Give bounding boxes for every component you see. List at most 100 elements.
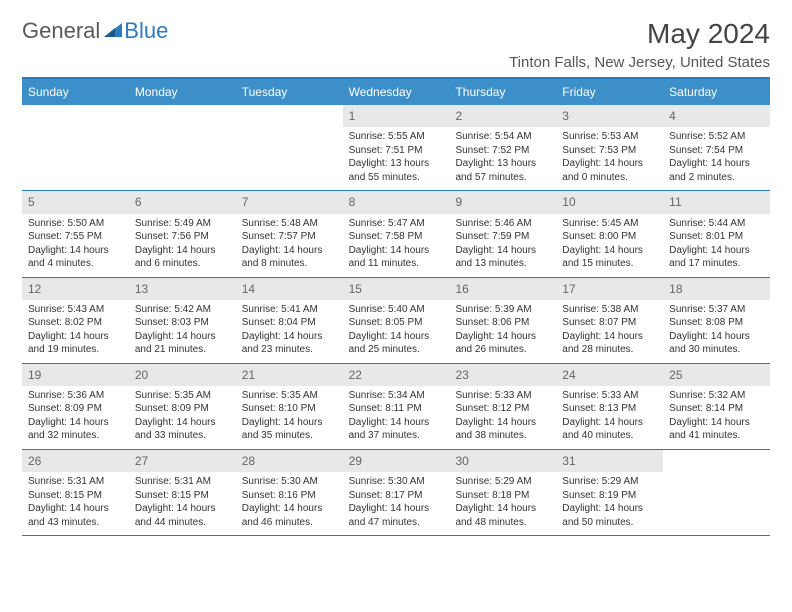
day-cell: 5Sunrise: 5:50 AMSunset: 7:55 PMDaylight…	[22, 191, 129, 276]
day-cell: 18Sunrise: 5:37 AMSunset: 8:08 PMDayligh…	[663, 278, 770, 363]
day-cell: 29Sunrise: 5:30 AMSunset: 8:17 PMDayligh…	[343, 450, 450, 535]
day-detail: Sunrise: 5:30 AMSunset: 8:17 PMDaylight:…	[343, 472, 450, 535]
day-number: 11	[663, 191, 770, 213]
sunset-text: Sunset: 8:15 PM	[135, 489, 230, 503]
sunset-text: Sunset: 8:08 PM	[669, 316, 764, 330]
day-cell: 1Sunrise: 5:55 AMSunset: 7:51 PMDaylight…	[343, 105, 450, 190]
day-detail: Sunrise: 5:35 AMSunset: 8:10 PMDaylight:…	[236, 386, 343, 449]
sunset-text: Sunset: 8:00 PM	[562, 230, 657, 244]
day-number: 30	[449, 450, 556, 472]
day-header: Wednesday	[343, 79, 450, 105]
sunrise-text: Sunrise: 5:53 AM	[562, 130, 657, 144]
day-number: 18	[663, 278, 770, 300]
sunset-text: Sunset: 8:12 PM	[455, 402, 550, 416]
day-cell: 23Sunrise: 5:33 AMSunset: 8:12 PMDayligh…	[449, 364, 556, 449]
sunset-text: Sunset: 8:03 PM	[135, 316, 230, 330]
daylight-text: Daylight: 14 hours and 6 minutes.	[135, 244, 230, 271]
daylight-text: Daylight: 14 hours and 48 minutes.	[455, 502, 550, 529]
day-number: 2	[449, 105, 556, 127]
sunset-text: Sunset: 7:59 PM	[455, 230, 550, 244]
sunset-text: Sunset: 7:58 PM	[349, 230, 444, 244]
sunset-text: Sunset: 7:57 PM	[242, 230, 337, 244]
day-number: 23	[449, 364, 556, 386]
sunrise-text: Sunrise: 5:36 AM	[28, 389, 123, 403]
sunrise-text: Sunrise: 5:29 AM	[562, 475, 657, 489]
day-cell: 30Sunrise: 5:29 AMSunset: 8:18 PMDayligh…	[449, 450, 556, 535]
day-number: 26	[22, 450, 129, 472]
day-detail: Sunrise: 5:47 AMSunset: 7:58 PMDaylight:…	[343, 214, 450, 277]
day-header: Friday	[556, 79, 663, 105]
day-number: 15	[343, 278, 450, 300]
daylight-text: Daylight: 14 hours and 21 minutes.	[135, 330, 230, 357]
sunset-text: Sunset: 8:07 PM	[562, 316, 657, 330]
daylight-text: Daylight: 14 hours and 4 minutes.	[28, 244, 123, 271]
day-header: Monday	[129, 79, 236, 105]
day-cell: 7Sunrise: 5:48 AMSunset: 7:57 PMDaylight…	[236, 191, 343, 276]
brand-name-2: Blue	[124, 18, 168, 44]
sunrise-text: Sunrise: 5:34 AM	[349, 389, 444, 403]
day-number: 19	[22, 364, 129, 386]
daylight-text: Daylight: 14 hours and 43 minutes.	[28, 502, 123, 529]
day-detail: Sunrise: 5:31 AMSunset: 8:15 PMDaylight:…	[129, 472, 236, 535]
day-cell: 28Sunrise: 5:30 AMSunset: 8:16 PMDayligh…	[236, 450, 343, 535]
day-header: Sunday	[22, 79, 129, 105]
sunrise-text: Sunrise: 5:35 AM	[135, 389, 230, 403]
day-detail: Sunrise: 5:34 AMSunset: 8:11 PMDaylight:…	[343, 386, 450, 449]
day-number: 9	[449, 191, 556, 213]
day-number: 12	[22, 278, 129, 300]
day-detail: Sunrise: 5:54 AMSunset: 7:52 PMDaylight:…	[449, 127, 556, 190]
page-header: General Blue May 2024 Tinton Falls, New …	[22, 18, 770, 71]
day-cell: 19 Sunrise: 5:36 AMSunset: 8:09 PMDayligh…	[22, 364, 129, 449]
day-cell: 16Sunrise: 5:39 AMSunset: 8:06 PMDayligh…	[449, 278, 556, 363]
day-number: 14	[236, 278, 343, 300]
daylight-text: Daylight: 14 hours and 2 minutes.	[669, 157, 764, 184]
day-number: 28	[236, 450, 343, 472]
daylight-text: Daylight: 14 hours and 47 minutes.	[349, 502, 444, 529]
sunset-text: Sunset: 8:19 PM	[562, 489, 657, 503]
daylight-text: Daylight: 14 hours and 46 minutes.	[242, 502, 337, 529]
day-cell	[236, 105, 343, 190]
sunrise-text: Sunrise: 5:31 AM	[28, 475, 123, 489]
day-number: 1	[343, 105, 450, 127]
day-number: 6	[129, 191, 236, 213]
day-cell: 14Sunrise: 5:41 AMSunset: 8:04 PMDayligh…	[236, 278, 343, 363]
day-detail: Sunrise: 5:43 AMSunset: 8:02 PMDaylight:…	[22, 300, 129, 363]
sunset-text: Sunset: 8:09 PM	[28, 402, 123, 416]
day-number: 21	[236, 364, 343, 386]
day-detail: Sunrise: 5:41 AMSunset: 8:04 PMDaylight:…	[236, 300, 343, 363]
daylight-text: Daylight: 14 hours and 41 minutes.	[669, 416, 764, 443]
daylight-text: Daylight: 14 hours and 25 minutes.	[349, 330, 444, 357]
day-cell: 6Sunrise: 5:49 AMSunset: 7:56 PMDaylight…	[129, 191, 236, 276]
day-number: 29	[343, 450, 450, 472]
sunrise-text: Sunrise: 5:41 AM	[242, 303, 337, 317]
day-cell	[129, 105, 236, 190]
day-number: 24	[556, 364, 663, 386]
sunset-text: Sunset: 8:10 PM	[242, 402, 337, 416]
logo-triangle-icon	[104, 23, 122, 37]
day-cell	[22, 105, 129, 190]
day-cell: 12Sunrise: 5:43 AMSunset: 8:02 PMDayligh…	[22, 278, 129, 363]
sunset-text: Sunset: 7:56 PM	[135, 230, 230, 244]
day-detail: Sunrise: 5:38 AMSunset: 8:07 PMDaylight:…	[556, 300, 663, 363]
brand-name-1: General	[22, 18, 100, 44]
day-number: 20	[129, 364, 236, 386]
daylight-text: Daylight: 14 hours and 37 minutes.	[349, 416, 444, 443]
daylight-text: Daylight: 14 hours and 28 minutes.	[562, 330, 657, 357]
week-row: 12Sunrise: 5:43 AMSunset: 8:02 PMDayligh…	[22, 278, 770, 364]
sunrise-text: Sunrise: 5:39 AM	[455, 303, 550, 317]
daylight-text: Daylight: 14 hours and 26 minutes.	[455, 330, 550, 357]
week-row: 5Sunrise: 5:50 AMSunset: 7:55 PMDaylight…	[22, 191, 770, 277]
sunset-text: Sunset: 8:13 PM	[562, 402, 657, 416]
daylight-text: Daylight: 14 hours and 32 minutes.	[28, 416, 123, 443]
day-cell: 26Sunrise: 5:31 AMSunset: 8:15 PMDayligh…	[22, 450, 129, 535]
sunset-text: Sunset: 7:52 PM	[455, 144, 550, 158]
sunrise-text: Sunrise: 5:44 AM	[669, 217, 764, 231]
day-cell: 11Sunrise: 5:44 AMSunset: 8:01 PMDayligh…	[663, 191, 770, 276]
day-detail: Sunrise: 5:33 AMSunset: 8:12 PMDaylight:…	[449, 386, 556, 449]
day-detail: Sunrise: 5:46 AMSunset: 7:59 PMDaylight:…	[449, 214, 556, 277]
sunrise-text: Sunrise: 5:55 AM	[349, 130, 444, 144]
day-number: 13	[129, 278, 236, 300]
daylight-text: Daylight: 14 hours and 35 minutes.	[242, 416, 337, 443]
month-title: May 2024	[509, 18, 770, 50]
sunrise-text: Sunrise: 5:35 AM	[242, 389, 337, 403]
